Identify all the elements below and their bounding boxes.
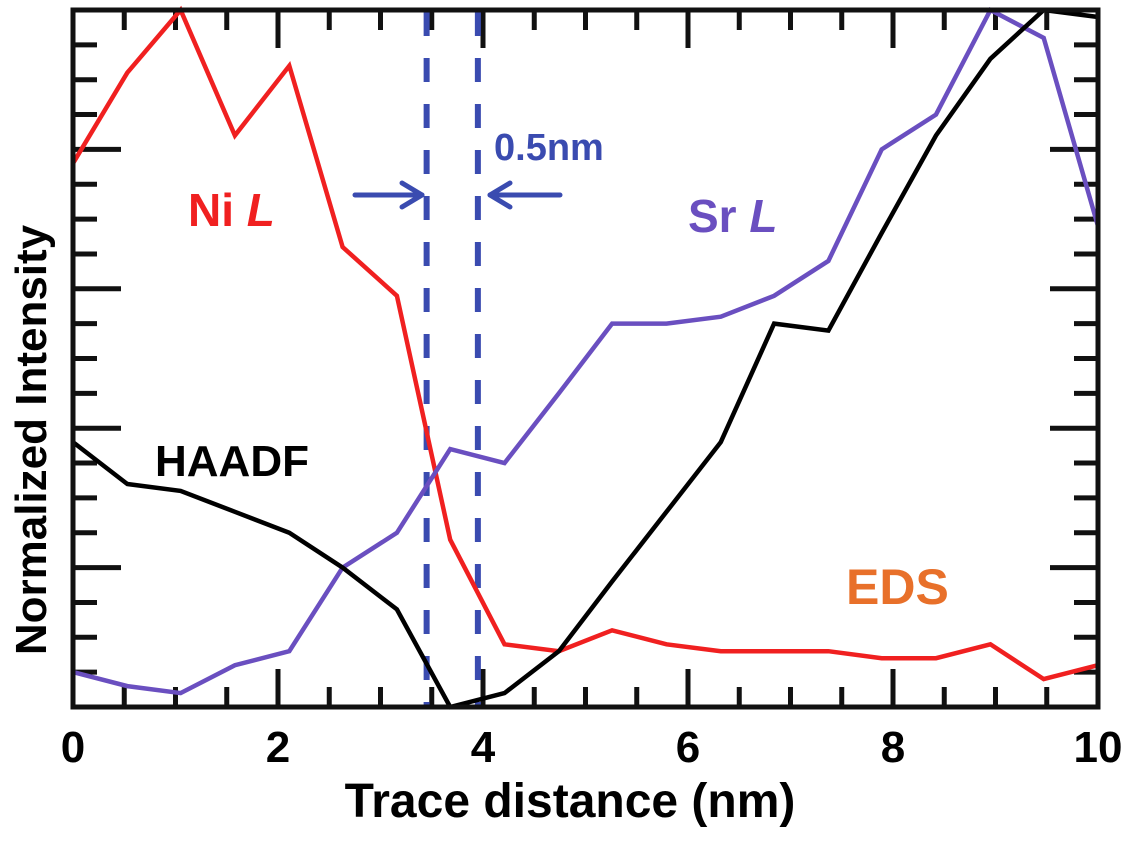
scale-label: 0.5nm [494, 127, 604, 169]
x-tick-label: 0 [61, 723, 85, 772]
annotation-dashed-lines [423, 12, 481, 705]
ni-label-text: Ni [188, 184, 247, 236]
x-tick-label: 8 [881, 723, 905, 772]
sr-label-text: Sr [688, 190, 749, 242]
x-tick-label: 6 [676, 723, 700, 772]
sr-label-italic: L [749, 190, 777, 242]
x-tick-label: 4 [471, 723, 496, 772]
x-tick-label: 2 [266, 723, 290, 772]
series-ni-l [71, 5, 1099, 682]
eds-label: EDS [846, 559, 949, 615]
series-sr-l [72, 6, 1101, 696]
ni-label-italic: L [247, 184, 275, 236]
series-haadf [71, 7, 1099, 710]
data-series [71, 5, 1101, 710]
plot-frame [70, 7, 1101, 710]
ni-l-label: Ni L [188, 184, 275, 236]
sr-l-label: Sr L [688, 190, 777, 242]
x-tick-label: 10 [1074, 723, 1123, 772]
x-axis-label: Trace distance (nm) [345, 775, 796, 828]
x-tick-labels: 0 2 4 6 8 10 [61, 723, 1123, 772]
haadf-label: HAADF [155, 437, 309, 486]
scale-arrows [352, 180, 563, 210]
y-axis-label: Normalized Intensity [7, 224, 56, 655]
arrow-left-head-icon [487, 180, 513, 210]
arrow-right-head-icon [399, 180, 425, 210]
